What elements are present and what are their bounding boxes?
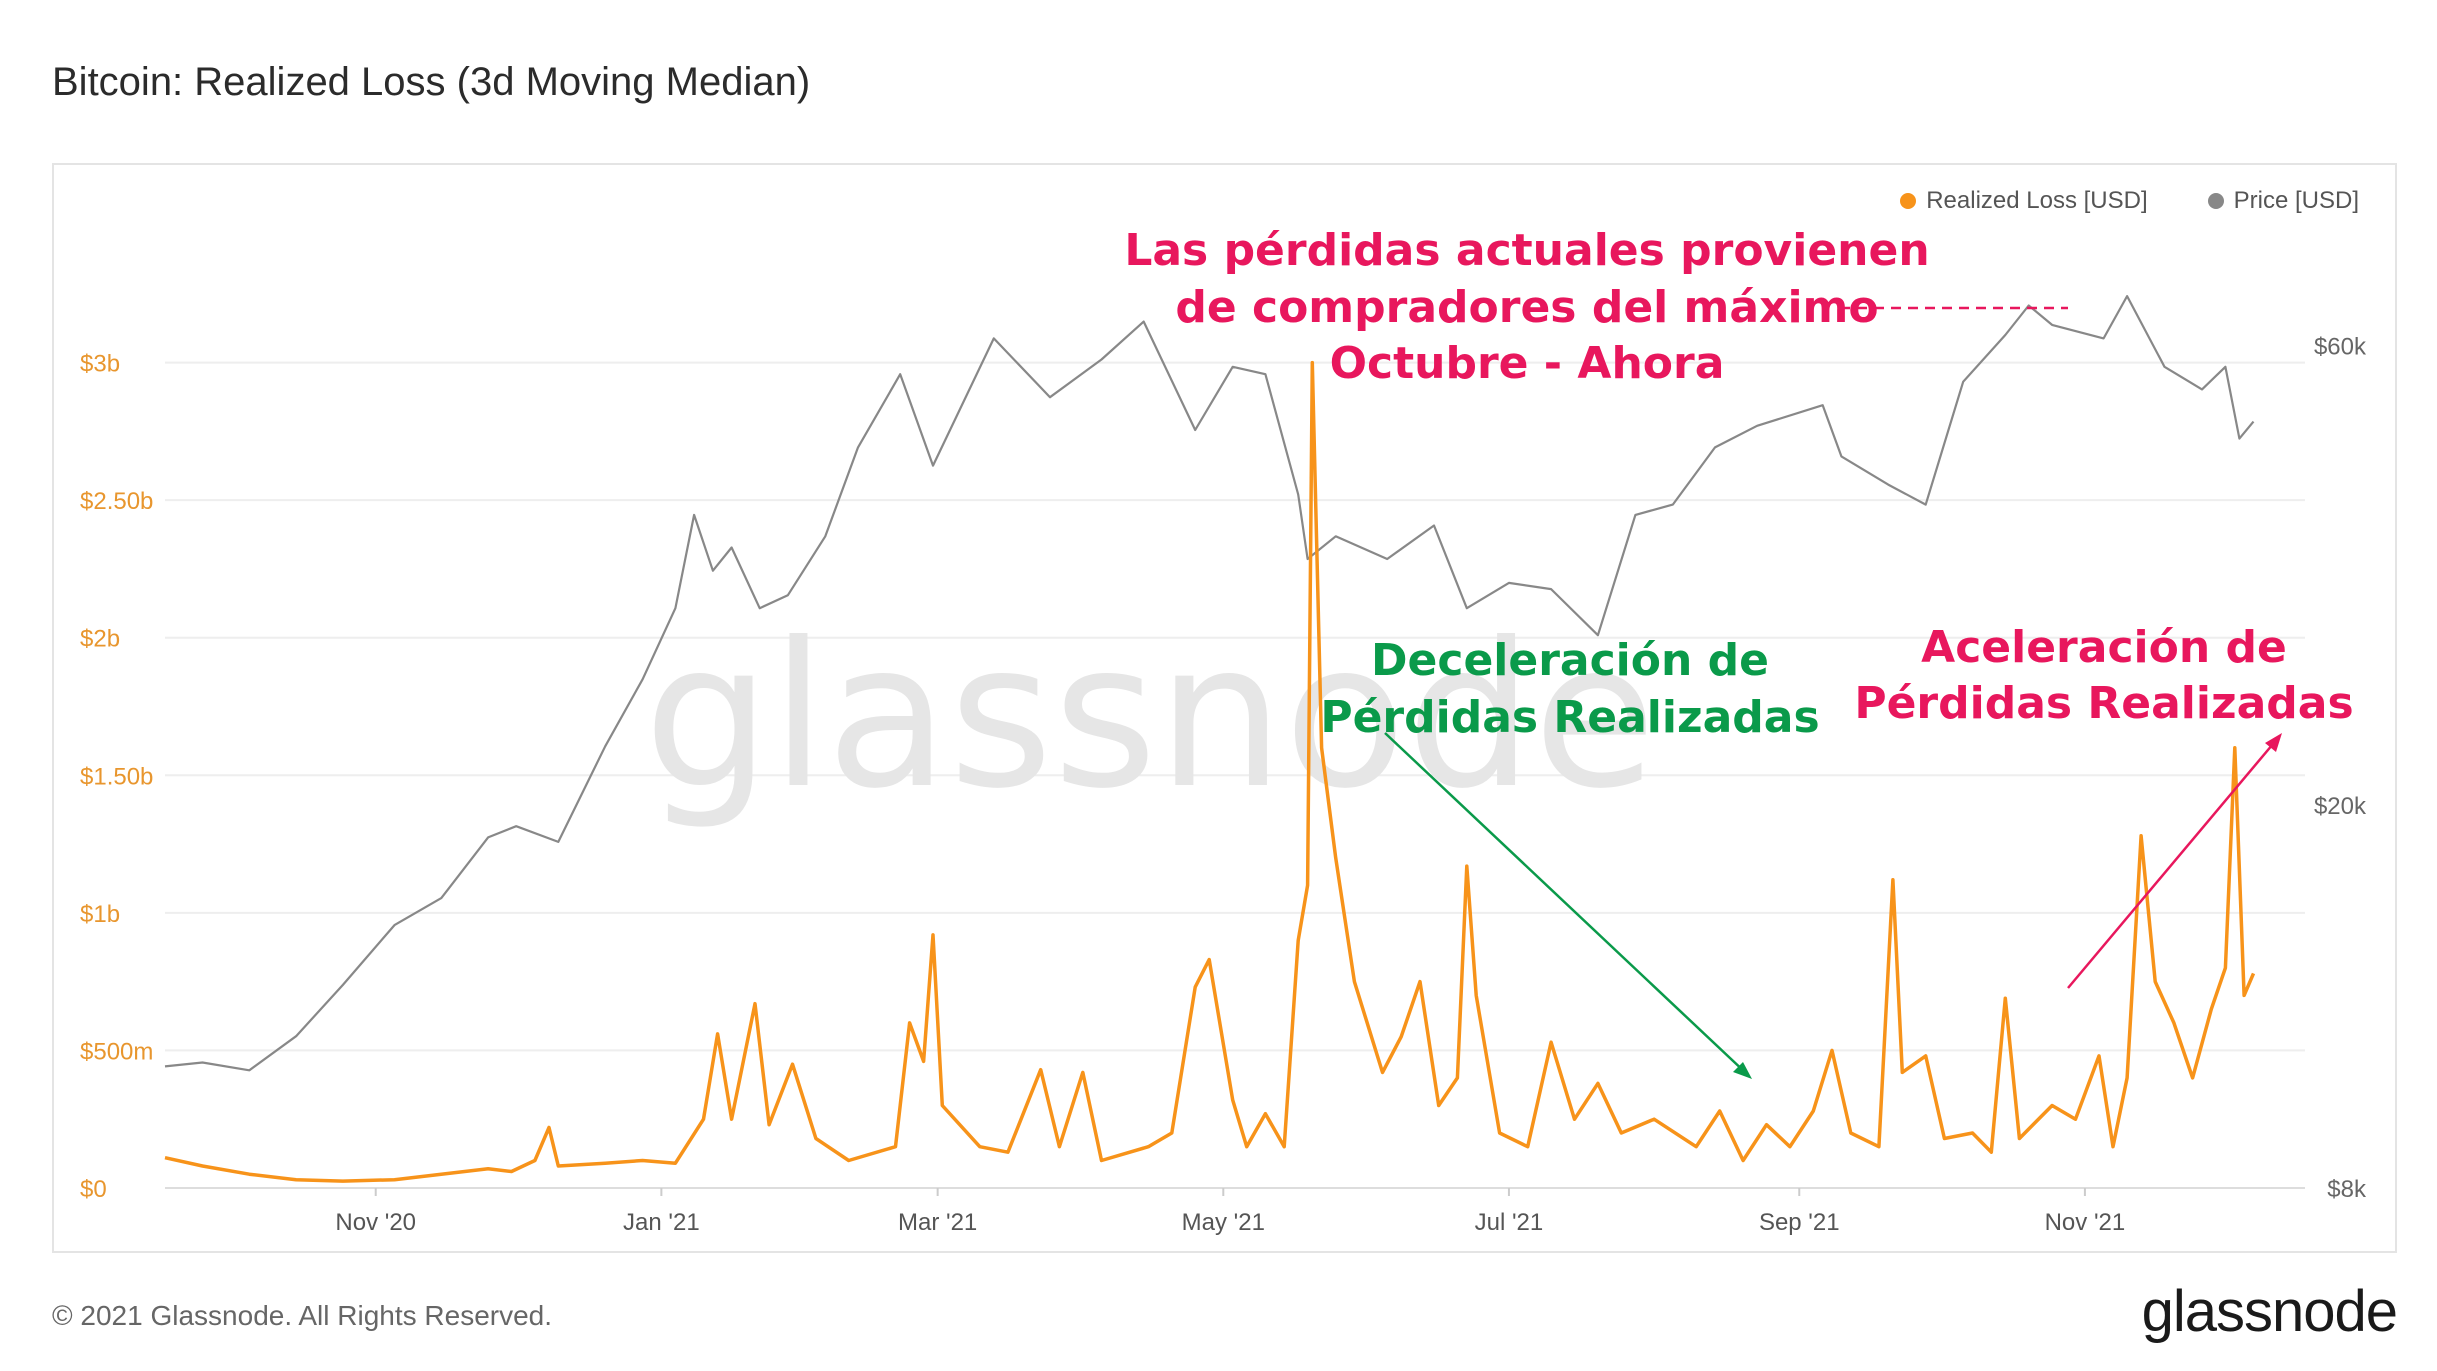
chart-title: Bitcoin: Realized Loss (3d Moving Median… xyxy=(52,60,811,104)
y-right-tick-label: $20k xyxy=(2314,793,2367,820)
axes: $0 $500m $1b $1.50b $2b $2.50b $3b $8k $20k $60k N… xyxy=(80,333,2367,1236)
annotation-top-line-1: Las pérdidas actuales provienen xyxy=(1124,225,1929,276)
x-tick-label: Sep '21 xyxy=(1759,1209,1840,1236)
legend[interactable]: Realized Loss [USD] Price [USD] xyxy=(1900,187,2359,215)
annotation-red-arrow xyxy=(2067,737,2279,989)
y-left-tick-label: $2.50b xyxy=(80,488,153,515)
chart-panel xyxy=(52,163,2397,1253)
annotation-green-arrowhead xyxy=(1733,1062,1752,1079)
y-right-tick-label: $60k xyxy=(2314,333,2367,360)
annotation-green-arrow xyxy=(1384,732,1749,1076)
x-tick-label: May '21 xyxy=(1182,1209,1265,1236)
y-left-tick-label: $1b xyxy=(80,901,120,928)
y-left-tick-label: $500m xyxy=(80,1038,153,1065)
annotation-top-line-2: de compradores del máximo xyxy=(1175,282,1878,333)
annotation-green-line-2: Pérdidas Realizadas xyxy=(1320,692,1819,743)
y-right-tick-label: $8k xyxy=(2327,1176,2367,1203)
legend-item-realized-loss[interactable]: Realized Loss [USD] xyxy=(1900,187,2148,215)
y-left-tick-label: $1.50b xyxy=(80,763,153,790)
annotation-green-line-1: Deceleración de xyxy=(1371,635,1769,686)
y-left-tick-label: $2b xyxy=(80,626,120,653)
legend-label-price: Price [USD] xyxy=(2233,187,2359,214)
annotation-top-line-3: Octubre - Ahora xyxy=(1330,338,1725,389)
copyright: © 2021 Glassnode. All Rights Reserved. xyxy=(52,1300,553,1331)
y-left-tick-label: $3b xyxy=(80,351,120,378)
x-tick-label: Mar '21 xyxy=(898,1209,977,1236)
legend-item-price[interactable]: Price [USD] xyxy=(2207,187,2359,215)
legend-dot-realized-loss-icon xyxy=(1900,193,1917,209)
watermark: glassnode xyxy=(644,600,1657,833)
brand-logo: glassnode xyxy=(2141,1279,2398,1344)
series-line-realized-loss xyxy=(164,360,2256,1183)
x-tick-label: Nov '20 xyxy=(335,1209,416,1236)
annotation-right-line-1: Aceleración de xyxy=(1921,622,2287,673)
x-tick-label: Jan '21 xyxy=(623,1209,700,1236)
y-left-tick-label: $0 xyxy=(80,1176,107,1203)
series-line-price xyxy=(164,295,2255,1072)
x-tick-label: Jul '21 xyxy=(1475,1209,1544,1236)
legend-dot-price-icon xyxy=(2207,193,2224,209)
series xyxy=(164,295,2256,1183)
annotation-right-line-2: Pérdidas Realizadas xyxy=(1854,678,2353,729)
annotation-red-arrowhead xyxy=(2265,733,2282,752)
legend-label-realized-loss: Realized Loss [USD] xyxy=(1926,187,2148,214)
x-tick-label: Nov '21 xyxy=(2045,1209,2126,1236)
